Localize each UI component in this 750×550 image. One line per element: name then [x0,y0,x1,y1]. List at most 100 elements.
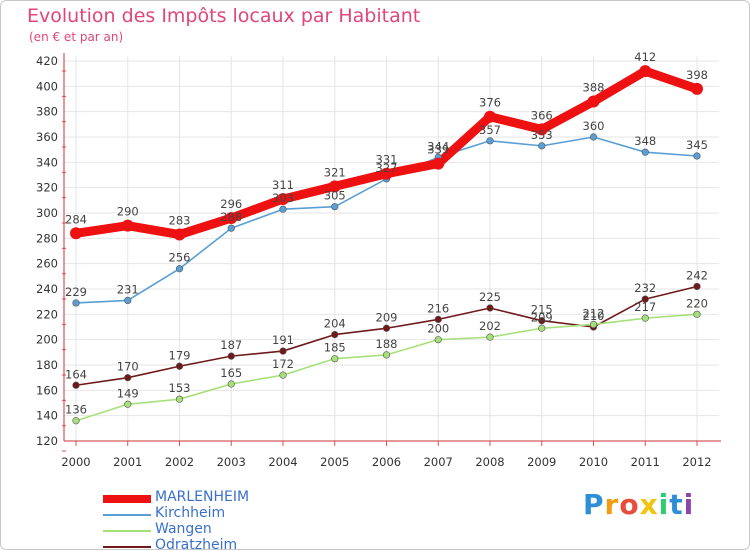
data-label: 331 [376,153,398,167]
data-label: 204 [324,317,346,331]
data-label: 136 [65,403,87,417]
data-label: 348 [634,134,656,148]
data-point [72,299,80,307]
data-label: 283 [169,214,191,228]
y-tick-label: 120 [36,434,58,448]
data-label: 216 [427,301,449,315]
data-point [121,219,134,232]
data-point [589,133,598,141]
data-point [432,157,445,170]
data-label: 209 [376,310,398,324]
legend-swatch [103,530,151,532]
data-label: 256 [169,251,191,265]
data-label: 321 [324,165,346,179]
grid-lines [64,56,719,442]
y-tick-label: 340 [36,155,58,169]
data-label: 388 [583,81,605,95]
x-tick-label: 2009 [527,455,556,469]
chart-title: Evolution des Impôts locaux par Habitant [27,5,421,27]
data-point [124,296,132,305]
y-tick-label: 180 [36,358,58,372]
legend-label: Odratzheim [155,537,238,550]
y-tick-label: 240 [36,282,58,296]
data-point [538,317,546,325]
data-point [72,381,80,389]
data-point [589,320,598,329]
data-point [173,228,186,241]
data-point [538,142,546,150]
legend-label: MARLENHEIM [155,489,250,505]
data-label: 303 [272,191,294,205]
legend-label: Wangen [155,521,212,537]
x-tick-label: 2011 [631,455,660,469]
data-label: 209 [531,310,553,324]
x-tick-label: 2002 [165,455,194,469]
data-label: 149 [117,386,139,400]
proxiti-logo: Proxiti [583,488,694,521]
data-label: 305 [324,189,346,203]
data-point [486,304,494,312]
data-point [175,265,184,273]
y-tick-label: 300 [36,206,58,220]
data-point [331,331,339,339]
y-tick-label: 160 [36,383,58,397]
data-point [225,212,238,225]
axes: 120 140 160 180 200 220 240 260 280 300 320 340 360 3… [36,53,721,469]
data-point [693,282,701,291]
data-label: 311 [272,178,294,192]
data-label: 357 [479,123,501,137]
data-label: 191 [272,333,294,347]
data-point [538,324,546,332]
data-points [70,65,703,425]
data-label: 229 [65,285,87,299]
data-label: 327 [376,161,398,175]
x-tick-label: 2004 [268,455,297,469]
y-tick-label: 220 [36,307,58,321]
y-tick-label: 420 [36,54,58,68]
legend-swatch [103,546,151,548]
logo-letter: t [669,488,684,521]
data-label: 187 [220,338,242,352]
logo-letter: P [583,488,605,521]
x-tick-label: 2008 [475,455,504,469]
data-point [641,295,649,303]
legend-swatch [103,514,151,516]
data-point [279,371,287,379]
data-label: 217 [634,300,656,314]
data-point [279,205,287,213]
data-point [72,417,80,425]
data-point [380,167,393,180]
x-tick-label: 2006 [372,455,401,469]
y-tick-label: 400 [36,79,58,93]
data-label: 366 [531,108,553,122]
data-label: 288 [220,210,242,224]
data-point [331,203,339,211]
data-point [535,123,548,136]
data-point [434,315,442,324]
data-point [227,352,235,360]
data-label: 165 [220,366,242,380]
data-label: 170 [117,360,139,374]
data-label: 339 [427,143,449,157]
data-label: 360 [583,119,605,133]
data-label: 179 [169,348,191,362]
y-tick-label: 260 [36,257,58,271]
data-label: 398 [686,68,708,82]
data-label: 231 [117,282,139,296]
data-label: 412 [634,50,656,64]
data-point [486,137,494,145]
x-tick-label: 2000 [61,455,90,469]
data-point [587,95,600,108]
data-point [382,351,391,359]
y-tick-label: 380 [36,105,58,119]
chart-subtitle: (en € et par an) [29,30,124,44]
data-label: 376 [479,96,501,110]
data-point [227,224,235,232]
legend-label: Kirchheim [155,505,226,521]
data-point [175,395,184,403]
logo-letter: o [619,488,640,521]
data-label: 284 [65,212,87,226]
data-label: 172 [272,357,294,371]
data-point [277,193,289,206]
